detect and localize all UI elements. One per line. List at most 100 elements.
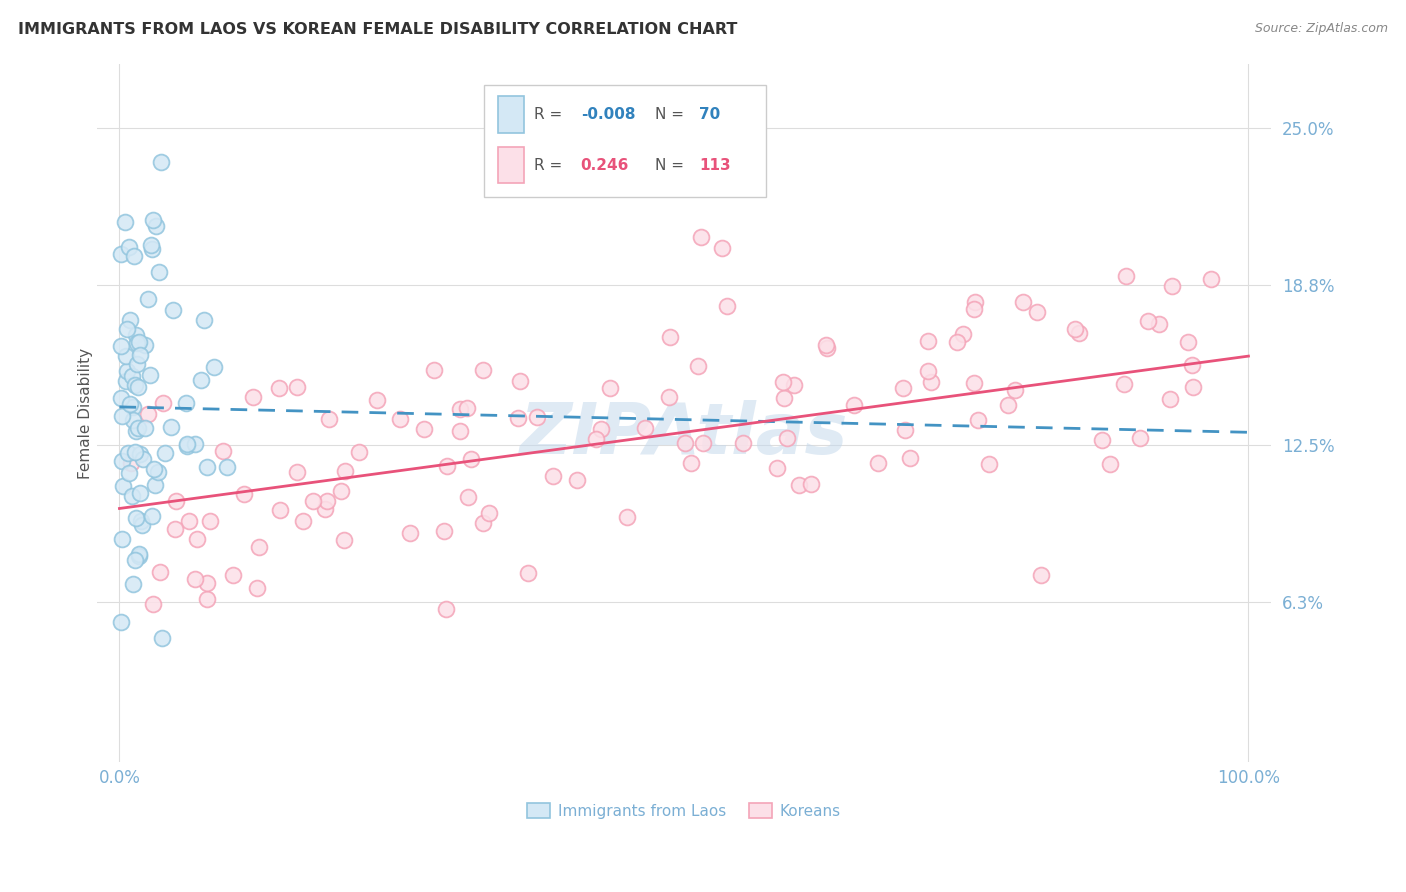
Point xyxy=(457,490,479,504)
Point xyxy=(202,359,225,374)
Point xyxy=(176,436,198,450)
Point xyxy=(814,338,837,352)
Point xyxy=(1026,305,1049,319)
Point xyxy=(716,300,738,314)
Point xyxy=(111,453,134,467)
Point xyxy=(920,376,942,390)
Point xyxy=(143,462,166,476)
Point xyxy=(565,473,588,487)
Text: R =: R = xyxy=(534,107,567,122)
Point xyxy=(773,391,796,405)
Point xyxy=(449,401,471,416)
Point xyxy=(186,532,208,546)
Point xyxy=(917,334,939,348)
Point xyxy=(599,381,621,395)
Point xyxy=(249,540,271,554)
Point xyxy=(129,514,152,528)
Point xyxy=(898,451,921,466)
Point xyxy=(127,421,149,435)
Point xyxy=(659,330,682,344)
Point xyxy=(129,446,152,460)
Point xyxy=(787,478,810,492)
Point xyxy=(195,592,218,607)
Point xyxy=(193,312,215,326)
Point xyxy=(132,451,155,466)
Point xyxy=(815,341,838,355)
Point xyxy=(965,295,987,310)
Point xyxy=(267,380,290,394)
Point xyxy=(128,334,150,349)
Point xyxy=(1201,272,1223,286)
Point xyxy=(142,213,165,227)
Point xyxy=(1091,433,1114,447)
Point xyxy=(1181,359,1204,373)
Point xyxy=(891,381,914,395)
Point xyxy=(129,348,152,362)
Point xyxy=(366,392,388,407)
Point xyxy=(673,436,696,450)
Point xyxy=(772,375,794,389)
Point xyxy=(517,566,540,581)
Point xyxy=(844,398,866,412)
Point xyxy=(155,445,177,459)
Point xyxy=(246,581,269,595)
Point xyxy=(1067,326,1090,341)
Point xyxy=(314,502,336,516)
Legend: Immigrants from Laos, Koreans: Immigrants from Laos, Koreans xyxy=(522,797,846,824)
Point xyxy=(141,242,163,256)
Point xyxy=(634,421,657,435)
Text: R =: R = xyxy=(534,158,572,173)
Point xyxy=(436,459,458,474)
Point xyxy=(149,565,172,579)
Point xyxy=(125,328,148,343)
Point xyxy=(412,421,434,435)
Point xyxy=(1064,322,1087,336)
Point xyxy=(110,247,132,261)
Bar xyxy=(499,96,524,133)
Point xyxy=(506,411,529,425)
Point xyxy=(122,400,145,414)
Point xyxy=(149,155,172,169)
Point xyxy=(301,494,323,508)
Point xyxy=(1177,335,1199,350)
Point xyxy=(1011,295,1033,310)
Point xyxy=(121,489,143,503)
Point xyxy=(111,409,134,423)
Point xyxy=(917,364,939,378)
Point xyxy=(152,396,174,410)
Point xyxy=(121,369,143,384)
Point xyxy=(478,506,501,520)
Point xyxy=(134,337,156,351)
Point xyxy=(143,478,166,492)
Point xyxy=(184,436,207,450)
Point xyxy=(1160,279,1182,293)
Point xyxy=(316,494,339,508)
Point xyxy=(110,339,132,353)
Point xyxy=(136,407,159,421)
Point xyxy=(221,568,243,582)
Point xyxy=(163,522,186,536)
Point xyxy=(198,514,221,528)
Point xyxy=(868,456,890,470)
Text: N =: N = xyxy=(655,158,689,173)
Point xyxy=(124,445,146,459)
Point xyxy=(460,451,482,466)
Point xyxy=(128,549,150,563)
Point xyxy=(195,576,218,591)
Point xyxy=(124,377,146,392)
Point xyxy=(526,410,548,425)
Point xyxy=(800,477,823,491)
Point xyxy=(176,439,198,453)
Point xyxy=(449,424,471,438)
Point xyxy=(115,349,138,363)
Point xyxy=(472,516,495,530)
Text: Source: ZipAtlas.com: Source: ZipAtlas.com xyxy=(1254,22,1388,36)
Point xyxy=(128,547,150,561)
Point xyxy=(129,486,152,500)
Point xyxy=(110,532,132,546)
Point xyxy=(159,420,181,434)
Point xyxy=(125,424,148,438)
Point xyxy=(148,265,170,279)
Point xyxy=(1129,431,1152,445)
Point xyxy=(117,446,139,460)
